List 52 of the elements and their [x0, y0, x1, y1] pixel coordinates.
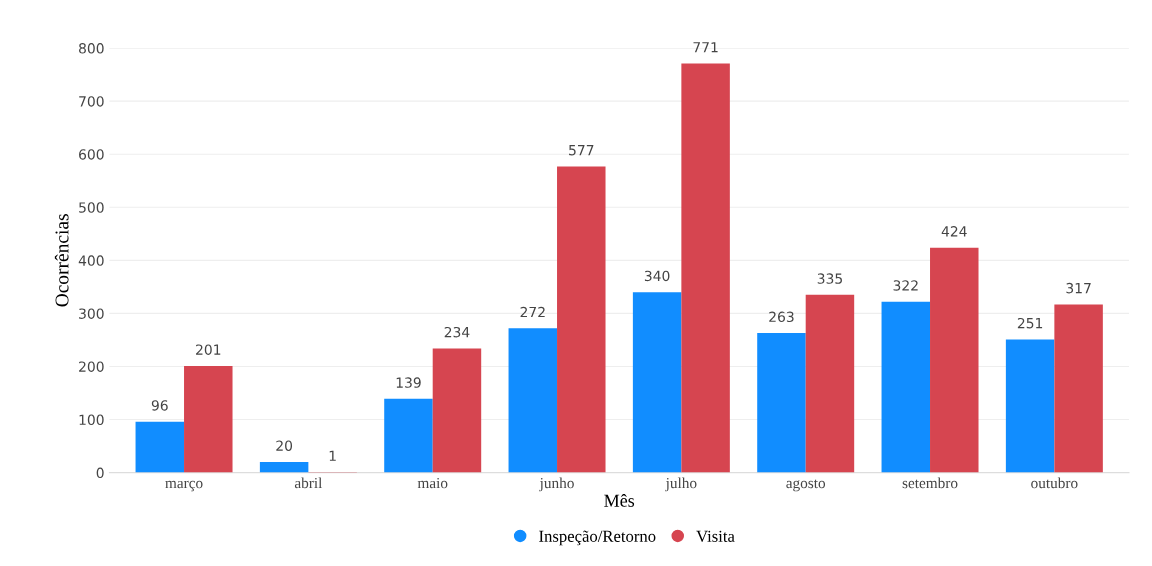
y-tick-label: 500 — [79, 202, 104, 213]
bar — [681, 63, 730, 473]
bar — [557, 166, 606, 473]
bar — [508, 328, 558, 473]
legend-label: Inspeção/Retorno — [539, 530, 656, 546]
data-label: 201 — [196, 344, 221, 355]
y-tick-label: 400 — [78, 255, 104, 266]
x-tick-label: abril — [294, 477, 323, 489]
bar — [135, 421, 185, 473]
data-label: 272 — [520, 306, 545, 318]
bar — [432, 348, 482, 473]
x-tick-label: setembro — [902, 477, 958, 489]
data-label: 322 — [893, 280, 918, 291]
x-tick-label: maio — [417, 477, 448, 489]
bar — [1005, 339, 1055, 473]
bar — [881, 301, 931, 473]
x-axis-title: Mês — [604, 494, 635, 507]
data-label: 20 — [276, 440, 293, 451]
x-tick-label: outubro — [1031, 477, 1078, 489]
bar — [184, 365, 233, 473]
data-label: 263 — [769, 311, 794, 323]
data-label: 139 — [396, 377, 421, 388]
data-label: 251 — [1017, 317, 1043, 329]
y-tick-label: 200 — [79, 361, 104, 372]
data-label: 340 — [644, 270, 670, 282]
data-label: 577 — [569, 145, 594, 156]
x-tick-label: agosto — [786, 479, 826, 492]
y-tick-label: 100 — [79, 414, 104, 426]
y-axis-title: Ocorrências — [54, 214, 69, 307]
data-label: 317 — [1066, 282, 1091, 294]
y-tick-label: 0 — [96, 467, 104, 479]
data-label: 96 — [151, 400, 168, 411]
x-tick-label: junho — [539, 477, 574, 492]
y-tick-label: 800 — [79, 43, 104, 54]
bar — [632, 292, 682, 473]
y-tick-label: 600 — [79, 149, 104, 160]
y-tick-label: 700 — [79, 96, 104, 107]
x-tick-label: março — [165, 480, 203, 492]
bar — [930, 247, 979, 473]
x-tick-label: julho — [665, 477, 697, 492]
bar — [757, 333, 806, 473]
legend-label: Visita — [696, 530, 735, 542]
data-label: 771 — [693, 42, 718, 53]
y-tick-label: 300 — [79, 308, 104, 319]
bar — [805, 294, 855, 473]
bar — [259, 462, 309, 473]
data-label: 335 — [817, 273, 842, 284]
bar — [1054, 304, 1103, 473]
bar — [384, 398, 433, 473]
data-label: 1 — [329, 450, 336, 461]
data-label: 424 — [941, 226, 967, 237]
data-label: 234 — [444, 326, 470, 338]
